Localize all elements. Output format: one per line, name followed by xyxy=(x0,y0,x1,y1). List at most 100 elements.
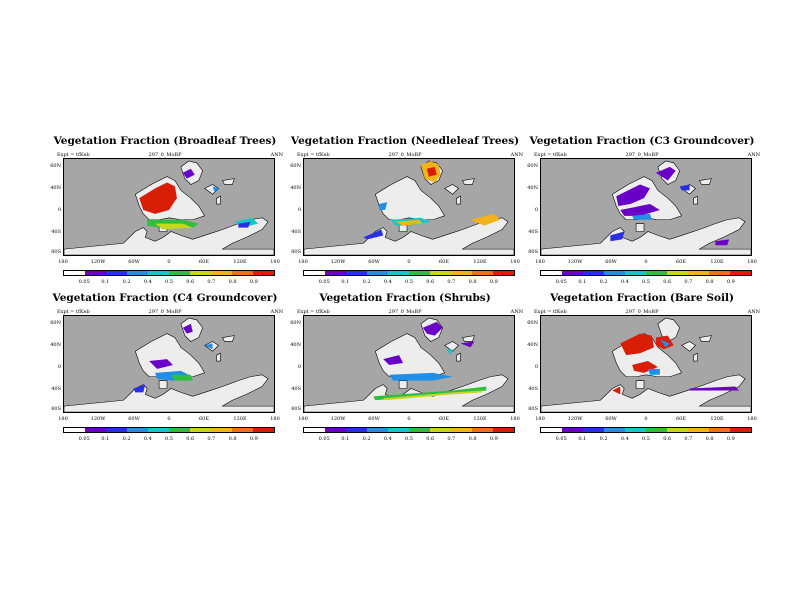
colorbar-tick-label: 0.1 xyxy=(578,279,587,285)
colorbar xyxy=(63,270,275,276)
colorbar-tick-label: 0.5 xyxy=(165,436,173,442)
colorbar xyxy=(540,427,752,433)
map-panel-c4-groundcover: Vegetation Fraction (C4 Groundcover) Expt… xyxy=(45,292,285,462)
lat-tick-label: 60N xyxy=(290,163,301,169)
lon-tick-label: 120E xyxy=(233,259,247,265)
lon-tick-label: 180 xyxy=(298,416,308,422)
colorbar-tick-label: 0.05 xyxy=(78,436,90,442)
map-plot-area xyxy=(540,158,752,256)
colorbar-swatch xyxy=(85,271,106,275)
land-mask-5 xyxy=(216,352,221,362)
colorbar-tick-label: 0.7 xyxy=(207,279,216,285)
vegetation-fraction-region xyxy=(182,168,195,179)
vegetation-fraction-region xyxy=(632,361,658,373)
lon-tick-label: 60W xyxy=(368,416,380,422)
land-mask-3 xyxy=(681,341,696,352)
expt-label: Expt = tfKeb xyxy=(57,309,90,315)
map-plot-area xyxy=(540,315,752,413)
colorbar-swatch xyxy=(325,428,346,432)
colorbar-tick-label: 0.4 xyxy=(383,279,392,285)
colorbar-tick-label: 0.1 xyxy=(101,436,110,442)
colorbar xyxy=(540,270,752,276)
colorbar-swatch xyxy=(562,428,583,432)
map-panel-needleleaf-trees: Vegetation Fraction (Needleleaf Trees) Ex… xyxy=(285,135,525,305)
colorbar-swatch xyxy=(541,271,562,275)
vegetation-fraction-region xyxy=(632,213,652,220)
colorbar xyxy=(63,427,275,433)
expt-label: Expt = tfKeb xyxy=(534,309,567,315)
vegetation-fraction-region xyxy=(689,386,740,391)
colorbar-tick-label: 0.9 xyxy=(249,279,258,285)
colorbar-tick-label: 0.2 xyxy=(122,436,131,442)
run-label: 297_0_MoBP xyxy=(148,152,182,158)
colorbar-tick-label: 0.5 xyxy=(165,279,173,285)
colorbar-swatch xyxy=(430,271,451,275)
colorbar-swatch xyxy=(388,271,409,275)
land-mask-4 xyxy=(699,178,712,185)
vegetation-fraction-region xyxy=(379,202,388,210)
colorbar-swatch xyxy=(325,271,346,275)
colorbar-swatch xyxy=(472,271,493,275)
lat-tick-label: 40S xyxy=(528,229,538,235)
vegetation-fraction-region xyxy=(620,333,654,356)
colorbar-tick-label: 0.5 xyxy=(642,436,650,442)
colorbar-swatch xyxy=(127,271,148,275)
land-mask-4 xyxy=(699,335,712,342)
colorbar-tick-label: 0.9 xyxy=(249,436,258,442)
season-label: ANN xyxy=(747,152,760,158)
lat-tick-label: 80S xyxy=(291,249,301,255)
lon-tick-label: 120E xyxy=(233,416,247,422)
lon-tick-label: 0 xyxy=(407,259,411,265)
map-panel-bare-soil: Vegetation Fraction (Bare Soil) Expt = tf… xyxy=(522,292,762,462)
colorbar-swatch xyxy=(346,271,367,275)
colorbar-swatch xyxy=(667,271,688,275)
vegetation-fraction-region xyxy=(383,355,404,365)
vegetation-fraction-region xyxy=(133,384,146,393)
land-mask-5 xyxy=(216,195,221,205)
lat-tick-label: 40N xyxy=(290,185,301,191)
lat-tick-label: 0 xyxy=(297,207,301,213)
lon-tick-label: 180 xyxy=(747,259,757,265)
colorbar-tick-label: 0.6 xyxy=(426,436,435,442)
land-mask-0 xyxy=(304,374,514,412)
colorbar-swatch xyxy=(148,428,169,432)
panel-title: Vegetation Fraction (C4 Groundcover) xyxy=(52,292,278,304)
colorbar-tick-label: 0.2 xyxy=(599,436,608,442)
colorbar-tick-label: 0.6 xyxy=(426,279,435,285)
map-plot-area xyxy=(303,158,515,256)
run-label: 297_0_MoBP xyxy=(625,152,659,158)
colorbar-swatch xyxy=(304,428,325,432)
vegetation-fraction-region xyxy=(715,239,730,246)
colorbar-tick-label: 0.2 xyxy=(362,436,371,442)
colorbar-tick-label: 0.6 xyxy=(186,279,195,285)
colorbar-swatch xyxy=(367,271,388,275)
colorbar-swatch xyxy=(304,271,325,275)
colorbar-swatch xyxy=(106,428,127,432)
vegetation-fraction-region xyxy=(647,368,660,375)
land-mask-6 xyxy=(635,223,645,232)
lat-tick-label: 40S xyxy=(51,386,61,392)
vegetation-fraction-region xyxy=(616,184,650,207)
colorbar-tick-label: 0.05 xyxy=(78,279,90,285)
vegetation-fraction-region xyxy=(422,321,443,336)
lat-tick-label: 80S xyxy=(51,249,61,255)
colorbar-tick-label: 0.8 xyxy=(705,436,714,442)
colorbar-swatch xyxy=(232,428,253,432)
season-label: ANN xyxy=(510,152,523,158)
land-mask-6 xyxy=(158,380,168,389)
colorbar-swatch xyxy=(106,271,127,275)
colorbar-tick-label: 0.4 xyxy=(143,436,152,442)
land-mask-6 xyxy=(635,380,645,389)
lon-tick-label: 180 xyxy=(747,416,757,422)
colorbar-swatch xyxy=(583,428,604,432)
vegetation-fraction-region xyxy=(470,213,501,226)
colorbar-swatch xyxy=(127,428,148,432)
lon-tick-label: 120E xyxy=(710,416,724,422)
lat-tick-label: 60N xyxy=(50,320,61,326)
lat-tick-label: 40S xyxy=(291,386,301,392)
lat-tick-label: 40S xyxy=(51,229,61,235)
lat-tick-label: 0 xyxy=(57,207,61,213)
vegetation-fraction-region xyxy=(426,166,437,177)
colorbar-swatch xyxy=(169,428,190,432)
lon-tick-label: 120W xyxy=(567,416,583,422)
